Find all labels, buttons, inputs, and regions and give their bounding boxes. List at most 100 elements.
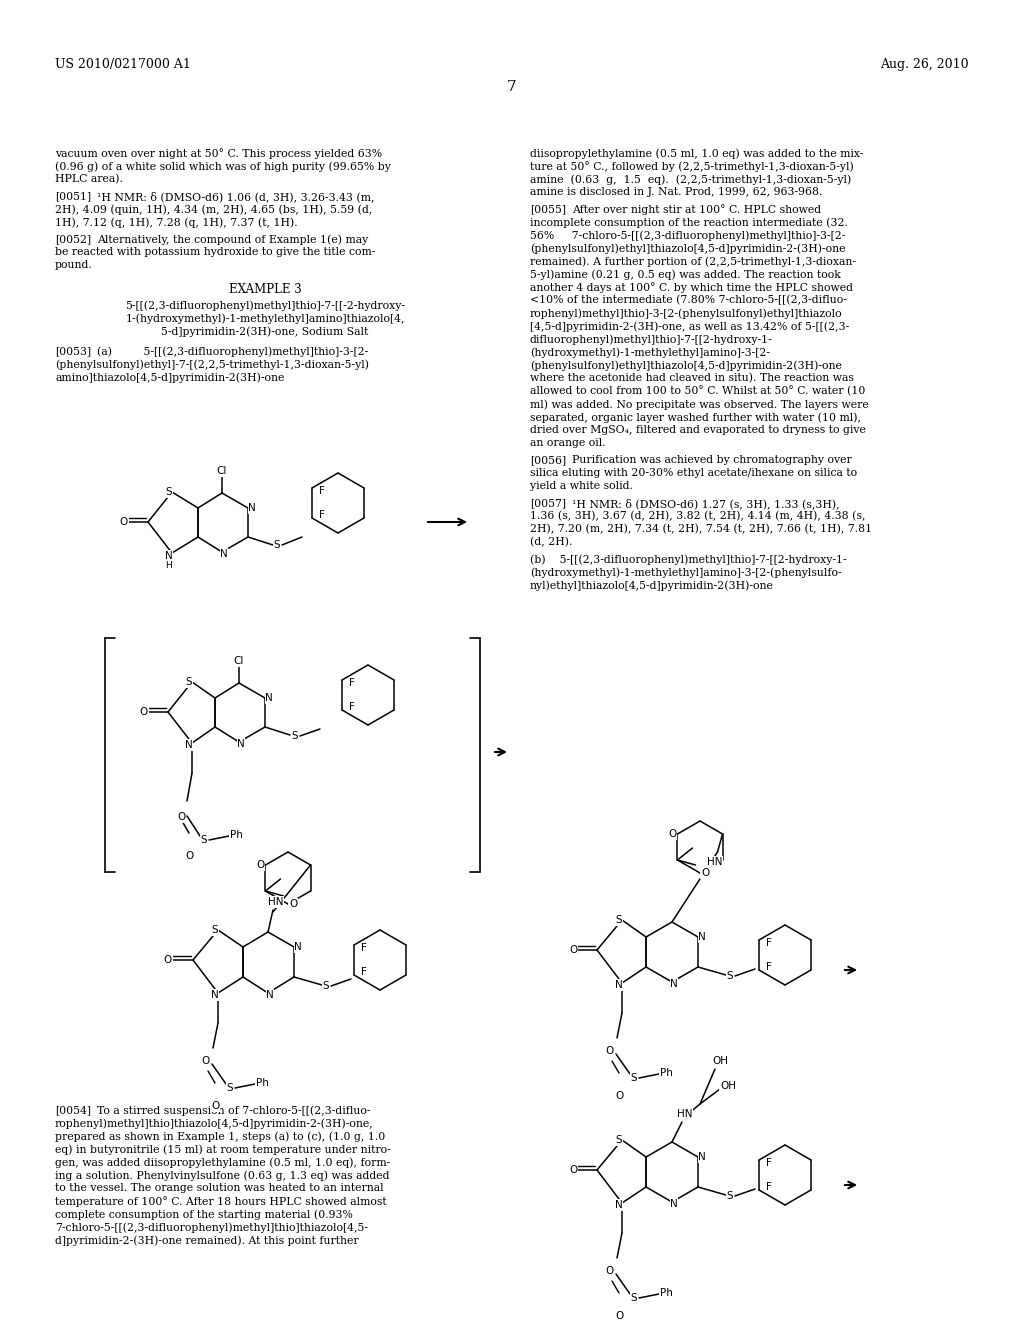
- Text: 5-yl)amine (0.21 g, 0.5 eq) was added. The reaction took: 5-yl)amine (0.21 g, 0.5 eq) was added. T…: [530, 269, 841, 280]
- Text: N: N: [670, 979, 678, 989]
- Text: 56%     7-chloro-5-[[(2,3-difluorophenyl)methyl]thio]-3-[2-: 56% 7-chloro-5-[[(2,3-difluorophenyl)met…: [530, 230, 846, 240]
- Text: [0056]: [0056]: [530, 455, 566, 465]
- Text: H: H: [166, 561, 172, 569]
- Text: S: S: [631, 1073, 637, 1082]
- Text: where the acetonide had cleaved in situ). The reaction was: where the acetonide had cleaved in situ)…: [530, 374, 854, 383]
- Text: HN: HN: [677, 1109, 693, 1119]
- Text: ml) was added. No precipitate was observed. The layers were: ml) was added. No precipitate was observ…: [530, 399, 868, 409]
- Text: S: S: [615, 915, 623, 925]
- Text: O: O: [164, 954, 172, 965]
- Text: <10% of the intermediate (7.80% 7-chloro-5-[[(2,3-difluo-: <10% of the intermediate (7.80% 7-chloro…: [530, 294, 847, 305]
- Text: S: S: [615, 1135, 623, 1144]
- Text: pound.: pound.: [55, 260, 93, 271]
- Text: diisopropylethylamine (0.5 ml, 1.0 eq) was added to the mix-: diisopropylethylamine (0.5 ml, 1.0 eq) w…: [530, 148, 863, 158]
- Text: F: F: [766, 1181, 772, 1192]
- Text: O: O: [669, 829, 677, 840]
- Text: (hydroxymethyl)-1-methylethyl]amino]-3-[2-: (hydroxymethyl)-1-methylethyl]amino]-3-[…: [530, 347, 770, 358]
- Text: O: O: [289, 899, 297, 909]
- Text: F: F: [319, 486, 325, 496]
- Text: ¹H NMR: δ (DMSO-d6) 1.06 (d, 3H), 3.26-3.43 (m,: ¹H NMR: δ (DMSO-d6) 1.06 (d, 3H), 3.26-3…: [97, 191, 375, 202]
- Text: After over night stir at 100° C. HPLC showed: After over night stir at 100° C. HPLC sh…: [572, 205, 821, 215]
- Text: (phenylsulfonyl)ethyl]-7-[(2,2,5-trimethyl-1,3-dioxan-5-yl): (phenylsulfonyl)ethyl]-7-[(2,2,5-trimeth…: [55, 359, 369, 370]
- Text: difluorophenyl)methyl]thio]-7-[[2-hydroxy-1-: difluorophenyl)methyl]thio]-7-[[2-hydrox…: [530, 334, 773, 345]
- Text: N: N: [266, 990, 273, 1001]
- Text: Alternatively, the compound of Example 1(e) may: Alternatively, the compound of Example 1…: [97, 234, 369, 244]
- Text: F: F: [349, 702, 355, 711]
- Text: S: S: [201, 836, 207, 845]
- Text: Ph: Ph: [659, 1068, 673, 1078]
- Text: S: S: [273, 540, 281, 550]
- Text: separated, organic layer washed further with water (10 ml),: separated, organic layer washed further …: [530, 412, 861, 422]
- Text: (hydroxymethyl)-1-methylethyl]amino]-3-[2-(phenylsulfo-: (hydroxymethyl)-1-methylethyl]amino]-3-[…: [530, 568, 842, 578]
- Text: Ph: Ph: [256, 1078, 268, 1088]
- Text: HN: HN: [268, 898, 284, 907]
- Text: silica eluting with 20-30% ethyl acetate/ihexane on silica to: silica eluting with 20-30% ethyl acetate…: [530, 469, 857, 478]
- Text: incomplete consumption of the reaction intermediate (32.: incomplete consumption of the reaction i…: [530, 216, 848, 227]
- Text: N: N: [165, 550, 173, 561]
- Text: 1H), 7.12 (q, 1H), 7.28 (q, 1H), 7.37 (t, 1H).: 1H), 7.12 (q, 1H), 7.28 (q, 1H), 7.37 (t…: [55, 216, 298, 227]
- Text: (b)    5-[[(2,3-difluorophenyl)methyl]thio]-7-[[2-hydroxy-1-: (b) 5-[[(2,3-difluorophenyl)methyl]thio]…: [530, 554, 847, 565]
- Text: O: O: [569, 945, 578, 954]
- Text: 1.36 (s, 3H), 3.67 (d, 2H), 3.82 (t, 2H), 4.14 (m, 4H), 4.38 (s,: 1.36 (s, 3H), 3.67 (d, 2H), 3.82 (t, 2H)…: [530, 511, 865, 521]
- Text: F: F: [349, 678, 355, 688]
- Text: allowed to cool from 100 to 50° C. Whilst at 50° C. water (10: allowed to cool from 100 to 50° C. Whils…: [530, 385, 865, 396]
- Text: OH: OH: [712, 1056, 728, 1067]
- Text: O: O: [256, 861, 264, 870]
- Text: F: F: [361, 968, 367, 977]
- Text: O: O: [605, 1045, 613, 1056]
- Text: [0055]: [0055]: [530, 205, 566, 214]
- Text: to the vessel. The orange solution was heated to an internal: to the vessel. The orange solution was h…: [55, 1183, 384, 1193]
- Text: temperature of 100° C. After 18 hours HPLC showed almost: temperature of 100° C. After 18 hours HP…: [55, 1196, 387, 1206]
- Text: 5-d]pyrimidin-2(3H)-one, Sodium Salt: 5-d]pyrimidin-2(3H)-one, Sodium Salt: [162, 326, 369, 337]
- Text: [0057]: [0057]: [530, 498, 566, 508]
- Text: EXAMPLE 3: EXAMPLE 3: [228, 282, 301, 296]
- Text: [0052]: [0052]: [55, 234, 91, 244]
- Text: O: O: [700, 869, 710, 878]
- Text: N: N: [615, 1200, 623, 1210]
- Text: Cl: Cl: [233, 656, 244, 667]
- Text: (a)         5-[[(2,3-difluorophenyl)methyl]thio]-3-[2-: (a) 5-[[(2,3-difluorophenyl)methyl]thio]…: [97, 346, 369, 356]
- Text: O: O: [614, 1092, 624, 1101]
- Text: S: S: [323, 981, 330, 991]
- Text: S: S: [166, 487, 172, 498]
- Text: N: N: [265, 693, 272, 704]
- Text: N: N: [248, 503, 256, 513]
- Text: remained). A further portion of (2,2,5-trimethyl-1,3-dioxan-: remained). A further portion of (2,2,5-t…: [530, 256, 856, 267]
- Text: [0051]: [0051]: [55, 191, 91, 201]
- Text: HN: HN: [707, 857, 722, 867]
- Text: F: F: [766, 1158, 772, 1168]
- Text: ¹H NMR: δ (DMSO-d6) 1.27 (s, 3H), 1.33 (s,3H),: ¹H NMR: δ (DMSO-d6) 1.27 (s, 3H), 1.33 (…: [572, 498, 840, 508]
- Text: another 4 days at 100° C. by which time the HPLC showed: another 4 days at 100° C. by which time …: [530, 282, 853, 293]
- Text: 2H), 7.20 (m, 2H), 7.34 (t, 2H), 7.54 (t, 2H), 7.66 (t, 1H), 7.81: 2H), 7.20 (m, 2H), 7.34 (t, 2H), 7.54 (t…: [530, 524, 872, 535]
- Text: ture at 50° C., followed by (2,2,5-trimethyl-1,3-dioxan-5-yl): ture at 50° C., followed by (2,2,5-trime…: [530, 161, 854, 172]
- Text: F: F: [319, 510, 325, 520]
- Text: F: F: [361, 942, 367, 953]
- Text: N: N: [698, 1152, 706, 1162]
- Text: Purification was achieved by chromatography over: Purification was achieved by chromatogra…: [572, 455, 852, 465]
- Text: 1-(hydroxymethyl)-1-methylethyl]amino]thiazolo[4,: 1-(hydroxymethyl)-1-methylethyl]amino]th…: [125, 313, 404, 323]
- Text: 7-chloro-5-[[(2,3-difluorophenyl)methyl]thio]thiazolo[4,5-: 7-chloro-5-[[(2,3-difluorophenyl)methyl]…: [55, 1222, 368, 1233]
- Text: S: S: [727, 1191, 733, 1201]
- Text: O: O: [120, 517, 128, 527]
- Text: prepared as shown in Example 1, steps (a) to (c), (1.0 g, 1.0: prepared as shown in Example 1, steps (a…: [55, 1131, 385, 1142]
- Text: nyl)ethyl]thiazolo[4,5-d]pyrimidin-2(3H)-one: nyl)ethyl]thiazolo[4,5-d]pyrimidin-2(3H)…: [530, 579, 774, 590]
- Text: N: N: [670, 1199, 678, 1209]
- Text: S: S: [212, 925, 218, 935]
- Text: Ph: Ph: [659, 1288, 673, 1298]
- Text: vacuum oven over night at 50° C. This process yielded 63%: vacuum oven over night at 50° C. This pr…: [55, 148, 382, 158]
- Text: To a stirred suspension of 7-chloro-5-[[(2,3-difluo-: To a stirred suspension of 7-chloro-5-[[…: [97, 1105, 371, 1115]
- Text: Ph: Ph: [229, 830, 243, 840]
- Text: (0.96 g) of a white solid which was of high purity (99.65% by: (0.96 g) of a white solid which was of h…: [55, 161, 391, 172]
- Text: eq) in butyronitrile (15 ml) at room temperature under nitro-: eq) in butyronitrile (15 ml) at room tem…: [55, 1144, 391, 1155]
- Text: O: O: [201, 1056, 209, 1067]
- Text: 5-[[(2,3-difluorophenyl)methyl]thio]-7-[[-2-hydroxy-: 5-[[(2,3-difluorophenyl)methyl]thio]-7-[…: [125, 300, 406, 310]
- Text: N: N: [220, 549, 228, 558]
- Text: OH: OH: [720, 1081, 736, 1092]
- Text: amino]thiazolo[4,5-d]pyrimidin-2(3H)-one: amino]thiazolo[4,5-d]pyrimidin-2(3H)-one: [55, 372, 285, 383]
- Text: yield a white solid.: yield a white solid.: [530, 480, 633, 491]
- Text: O: O: [614, 1311, 624, 1320]
- Text: 2H), 4.09 (quin, 1H), 4.34 (m, 2H), 4.65 (bs, 1H), 5.59 (d,: 2H), 4.09 (quin, 1H), 4.34 (m, 2H), 4.65…: [55, 205, 373, 215]
- Text: be reacted with potassium hydroxide to give the title com-: be reacted with potassium hydroxide to g…: [55, 247, 376, 257]
- Text: O: O: [211, 1101, 219, 1111]
- Text: Cl: Cl: [217, 466, 227, 477]
